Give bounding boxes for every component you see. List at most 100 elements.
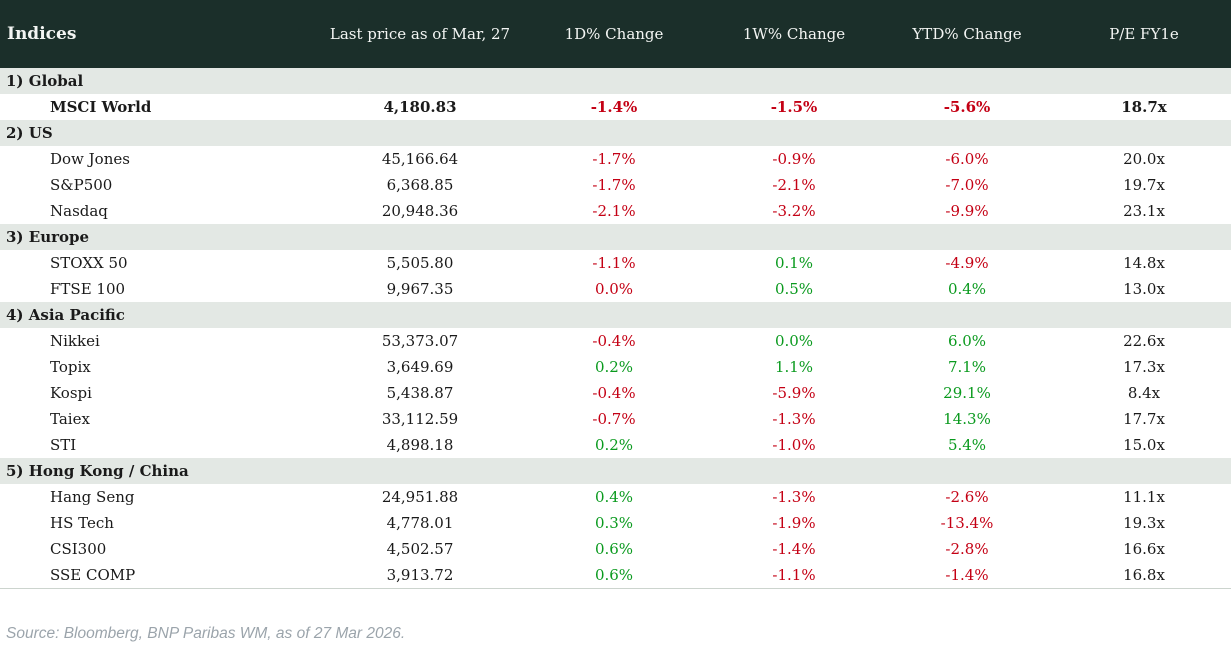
column-header-ytd-change: YTD% Change <box>912 25 1022 43</box>
last-price: 5,505.80 <box>386 254 454 272</box>
change-ytd: -5.6% <box>943 98 991 116</box>
change-ytd: 14.3% <box>943 410 991 428</box>
pe-ratio: 17.7x <box>1123 410 1165 428</box>
column-header-1w-change: 1W% Change <box>742 25 846 43</box>
pe-ratio: 16.6x <box>1123 540 1165 558</box>
index-row: Nikkei 53,373.07 -0.4% 0.0% 6.0% 22.6x <box>0 328 1231 354</box>
last-price: 3,649.69 <box>386 358 454 376</box>
pe-ratio: 19.3x <box>1123 514 1165 532</box>
index-name: Taiex <box>50 410 90 428</box>
last-price: 6,368.85 <box>386 176 454 194</box>
change-1w: -0.9% <box>772 150 816 168</box>
change-1d: 0.3% <box>594 514 634 532</box>
index-row: Dow Jones 45,166.64 -1.7% -0.9% -6.0% 20.0x <box>0 146 1231 172</box>
change-1w: -1.4% <box>772 540 816 558</box>
change-1d: -2.1% <box>592 202 636 220</box>
source-note: Source: Bloomberg, BNP Paribas WM, as of… <box>6 625 406 642</box>
index-name: Topix <box>50 358 91 376</box>
change-1d: -0.4% <box>592 332 636 350</box>
index-row: S&P500 6,368.85 -1.7% -2.1% -7.0% 19.7x <box>0 172 1231 198</box>
last-price: 4,778.01 <box>386 514 454 532</box>
index-name: CSI300 <box>50 540 107 558</box>
pe-ratio: 18.7x <box>1121 98 1167 116</box>
change-1w: -1.1% <box>772 566 816 584</box>
change-1w: 1.1% <box>774 358 814 376</box>
pe-ratio: 22.6x <box>1123 332 1165 350</box>
pe-ratio: 23.1x <box>1123 202 1165 220</box>
index-name: Nikkei <box>50 332 100 350</box>
section-row: 3) Europe <box>0 224 1231 250</box>
table-header-row: Indices Last price as of Mar, 27 1D% Cha… <box>0 0 1231 68</box>
change-1d: -1.7% <box>592 150 636 168</box>
change-1w: -1.0% <box>772 436 816 454</box>
index-row: MSCI World 4,180.83 -1.4% -1.5% -5.6% 18.7x <box>0 94 1231 120</box>
pe-ratio: 16.8x <box>1123 566 1165 584</box>
index-name: HS Tech <box>50 514 114 532</box>
change-ytd: -1.4% <box>945 566 989 584</box>
section-row: 5) Hong Kong / China <box>0 458 1231 484</box>
last-price: 4,502.57 <box>386 540 454 558</box>
change-1d: 0.6% <box>594 540 634 558</box>
change-ytd: -7.0% <box>945 176 989 194</box>
index-row: Kospi 5,438.87 -0.4% -5.9% 29.1% 8.4x <box>0 380 1231 406</box>
index-row: STOXX 50 5,505.80 -1.1% 0.1% -4.9% 14.8x <box>0 250 1231 276</box>
last-price: 33,112.59 <box>381 410 459 428</box>
last-price: 3,913.72 <box>386 566 454 584</box>
change-ytd: -9.9% <box>945 202 989 220</box>
change-ytd: -6.0% <box>945 150 989 168</box>
change-1d: 0.2% <box>594 436 634 454</box>
change-1d: -0.7% <box>592 410 636 428</box>
change-1d: 0.0% <box>594 280 634 298</box>
section-row: 4) Asia Pacific <box>0 302 1231 328</box>
change-1d: -0.4% <box>592 384 636 402</box>
index-name: SSE COMP <box>50 566 136 584</box>
change-1d: 0.2% <box>594 358 634 376</box>
pe-ratio: 20.0x <box>1123 150 1165 168</box>
change-ytd: 7.1% <box>947 358 987 376</box>
index-row: Nasdaq 20,948.36 -2.1% -3.2% -9.9% 23.1x <box>0 198 1231 224</box>
column-header-pe-fy1e: P/E FY1e <box>1109 25 1179 43</box>
pe-ratio: 8.4x <box>1127 384 1161 402</box>
change-1w: -1.5% <box>770 98 818 116</box>
index-name: STOXX 50 <box>50 254 128 272</box>
index-name: Kospi <box>50 384 92 402</box>
change-1w: -1.9% <box>772 514 816 532</box>
column-header-1d-change: 1D% Change <box>564 25 664 43</box>
change-1w: -1.3% <box>772 488 816 506</box>
last-price: 5,438.87 <box>386 384 454 402</box>
change-1w: -5.9% <box>772 384 816 402</box>
change-1w: 0.1% <box>774 254 814 272</box>
change-1w: 0.5% <box>774 280 814 298</box>
index-name: S&P500 <box>50 176 113 194</box>
change-ytd: 5.4% <box>947 436 987 454</box>
pe-ratio: 13.0x <box>1123 280 1165 298</box>
table-bottom-border <box>0 588 1231 589</box>
change-1w: 0.0% <box>774 332 814 350</box>
index-name: Nasdaq <box>50 202 108 220</box>
index-name: STI <box>50 436 77 454</box>
pe-ratio: 14.8x <box>1123 254 1165 272</box>
change-1w: -1.3% <box>772 410 816 428</box>
change-1d: 0.6% <box>594 566 634 584</box>
change-ytd: 0.4% <box>947 280 987 298</box>
column-header-indices: Indices <box>7 24 77 44</box>
section-row: 1) Global <box>0 68 1231 94</box>
change-ytd: -2.6% <box>945 488 989 506</box>
index-name: FTSE 100 <box>50 280 126 298</box>
index-row: Hang Seng 24,951.88 0.4% -1.3% -2.6% 11.1x <box>0 484 1231 510</box>
pe-ratio: 19.7x <box>1123 176 1165 194</box>
last-price: 24,951.88 <box>381 488 459 506</box>
last-price: 53,373.07 <box>381 332 459 350</box>
index-row: STI 4,898.18 0.2% -1.0% 5.4% 15.0x <box>0 432 1231 458</box>
column-header-last-price: Last price as of Mar, 27 <box>329 25 511 43</box>
index-row: Taiex 33,112.59 -0.7% -1.3% 14.3% 17.7x <box>0 406 1231 432</box>
last-price: 4,180.83 <box>383 98 457 116</box>
change-ytd: -13.4% <box>940 514 994 532</box>
section-row: 2) US <box>0 120 1231 146</box>
last-price: 20,948.36 <box>381 202 459 220</box>
pe-ratio: 15.0x <box>1123 436 1165 454</box>
change-ytd: 29.1% <box>943 384 991 402</box>
index-row: Topix 3,649.69 0.2% 1.1% 7.1% 17.3x <box>0 354 1231 380</box>
pe-ratio: 17.3x <box>1123 358 1165 376</box>
index-row: FTSE 100 9,967.35 0.0% 0.5% 0.4% 13.0x <box>0 276 1231 302</box>
